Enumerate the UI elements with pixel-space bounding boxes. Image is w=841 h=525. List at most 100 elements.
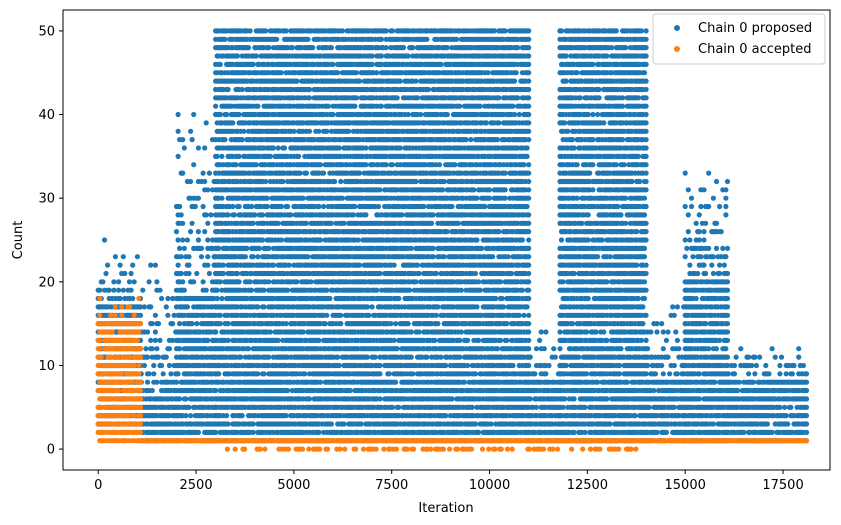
proposed-point <box>263 178 269 185</box>
proposed-point <box>238 354 244 360</box>
proposed-point <box>275 145 281 151</box>
proposed-point <box>186 404 192 410</box>
proposed-point <box>306 396 313 402</box>
proposed-point <box>116 279 122 285</box>
proposed-point <box>219 153 225 159</box>
proposed-point <box>159 362 165 369</box>
proposed-point <box>163 304 169 310</box>
proposed-point <box>222 137 228 143</box>
proposed-point <box>206 270 212 277</box>
proposed-point <box>219 195 225 201</box>
proposed-point <box>263 28 269 34</box>
proposed-point <box>157 337 163 343</box>
proposed-point <box>330 111 336 118</box>
proposed-point <box>152 329 158 335</box>
proposed-point <box>205 187 211 193</box>
proposed-point <box>184 304 190 310</box>
proposed-point <box>151 362 157 369</box>
proposed-point <box>143 346 149 352</box>
proposed-point <box>203 212 209 218</box>
proposed-point <box>327 295 333 302</box>
proposed-point <box>177 346 183 352</box>
proposed-point <box>183 413 189 419</box>
proposed-point <box>225 421 231 427</box>
proposed-point <box>328 220 334 226</box>
proposed-point <box>285 387 291 394</box>
proposed-point <box>105 262 111 268</box>
proposed-point <box>165 295 171 302</box>
proposed-point <box>173 229 180 235</box>
proposed-point <box>336 362 342 369</box>
proposed-point <box>217 321 223 327</box>
proposed-point <box>239 413 245 419</box>
proposed-point <box>341 421 347 427</box>
proposed-point <box>224 111 230 118</box>
proposed-point <box>177 321 183 327</box>
proposed-point <box>213 329 219 335</box>
proposed-point <box>160 371 166 377</box>
proposed-point <box>155 321 162 327</box>
proposed-point <box>205 220 211 226</box>
proposed-point <box>332 178 338 185</box>
proposed-point <box>122 270 128 277</box>
proposed-point <box>181 145 187 151</box>
proposed-point <box>146 279 152 285</box>
proposed-point <box>274 36 280 42</box>
proposed-point <box>178 254 184 260</box>
proposed-point <box>149 387 155 394</box>
proposed-point <box>310 45 316 51</box>
proposed-point <box>192 203 198 210</box>
proposed-point <box>126 279 133 285</box>
proposed-point <box>195 229 201 235</box>
proposed-point <box>250 61 256 67</box>
proposed-point <box>189 137 195 143</box>
proposed-point <box>291 128 297 134</box>
proposed-point <box>128 270 134 277</box>
proposed-point <box>355 237 361 243</box>
proposed-point <box>278 70 284 76</box>
proposed-point <box>303 170 309 176</box>
proposed-point <box>111 279 117 285</box>
proposed-point <box>236 279 242 285</box>
proposed-point <box>346 128 352 134</box>
proposed-point <box>241 128 247 134</box>
proposed-point <box>234 270 241 277</box>
proposed-point <box>256 245 262 251</box>
proposed-point <box>324 128 330 134</box>
proposed-point <box>186 262 192 268</box>
proposed-point <box>283 321 289 327</box>
proposed-point <box>203 120 209 126</box>
proposed-point <box>280 178 286 185</box>
proposed-point <box>216 371 222 377</box>
proposed-point <box>188 413 194 419</box>
proposed-points <box>95 28 810 444</box>
proposed-point <box>137 312 144 318</box>
proposed-point <box>261 304 267 310</box>
proposed-point <box>283 28 289 34</box>
proposed-point <box>347 387 353 394</box>
proposed-point <box>214 295 220 302</box>
proposed-point <box>300 195 306 201</box>
proposed-point <box>250 421 256 427</box>
proposed-point <box>278 237 284 243</box>
proposed-point <box>250 254 256 260</box>
proposed-point <box>217 61 223 67</box>
proposed-point <box>131 279 137 285</box>
proposed-point <box>358 421 364 427</box>
proposed-point <box>178 270 184 277</box>
proposed-point <box>286 262 292 268</box>
proposed-point <box>188 128 194 134</box>
proposed-point <box>222 36 228 42</box>
proposed-point <box>195 195 201 201</box>
proposed-point <box>247 28 253 34</box>
proposed-point <box>225 321 231 327</box>
proposed-point <box>306 86 313 93</box>
proposed-point <box>186 254 192 260</box>
proposed-point <box>352 103 358 109</box>
proposed-point <box>97 287 103 293</box>
proposed-point <box>184 237 190 243</box>
proposed-point <box>294 78 300 84</box>
proposed-point <box>357 78 363 84</box>
proposed-point <box>219 295 225 302</box>
proposed-point <box>255 371 261 377</box>
